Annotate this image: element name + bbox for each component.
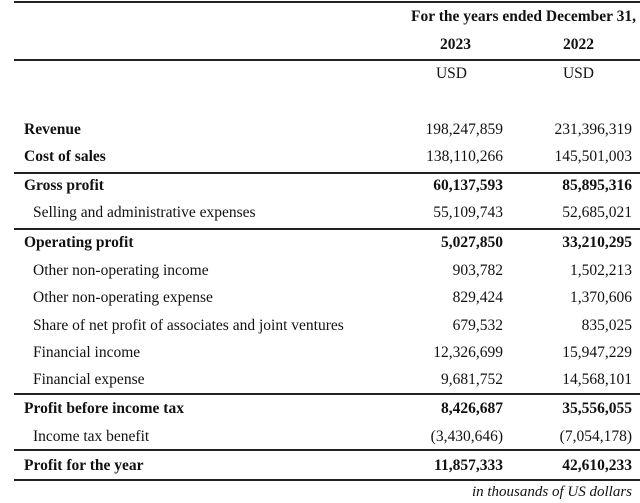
- table-row: Profit before income tax 8,426,687 35,556,…: [0, 399, 640, 419]
- value-2023: 11,857,333: [434, 457, 503, 474]
- row-label: Cost of sales: [24, 148, 106, 165]
- value-2023: 138,110,266: [426, 148, 503, 165]
- value-2023: 55,109,743: [433, 204, 503, 221]
- value-2022: 1,370,606: [570, 289, 632, 306]
- value-2022: 35,556,055: [562, 400, 632, 417]
- table-row: Other non-operating income 903,782 1,502,2…: [0, 261, 640, 281]
- row-label: Operating profit: [24, 234, 134, 251]
- table-row: Cost of sales 138,110,266 145,501,003: [0, 147, 640, 167]
- value-2022: (7,054,178): [559, 428, 632, 445]
- value-2023: 60,137,593: [433, 177, 503, 194]
- row-label: Income tax benefit: [33, 428, 150, 445]
- value-2022: 15,947,229: [562, 344, 632, 361]
- value-2023: 829,424: [452, 289, 503, 306]
- row-label: Financial income: [33, 344, 141, 361]
- table-row: Profit for the year 11,857,333 42,610,233: [0, 456, 640, 476]
- value-2022: 835,025: [581, 317, 632, 334]
- currency-2023: USD: [435, 65, 467, 82]
- value-2023: 5,027,850: [441, 234, 503, 251]
- table-row: Operating profit 5,027,850 33,210,295: [0, 233, 640, 253]
- rule-gross-profit: [14, 172, 640, 174]
- value-2022: 33,210,295: [562, 234, 632, 251]
- value-2023: (3,430,646): [430, 428, 503, 445]
- row-label: Financial expense: [33, 371, 145, 388]
- value-2022: 42,610,233: [562, 457, 632, 474]
- table-row: Selling and administrative expenses 55,10…: [0, 203, 640, 223]
- row-label: Selling and administrative expenses: [33, 204, 256, 221]
- value-2022: 85,895,316: [562, 177, 632, 194]
- year-2022-header: 2022: [563, 36, 594, 53]
- value-2023: 198,247,859: [425, 121, 504, 138]
- table-row: Financial income 12,326,699 15,947,229: [0, 343, 640, 363]
- row-label: Gross profit: [24, 177, 104, 194]
- header-rule: [14, 59, 640, 61]
- value-2023: 8,426,687: [441, 400, 503, 417]
- value-2023: 12,326,699: [433, 344, 503, 361]
- row-label: Share of net profit of associates and jo…: [33, 317, 344, 334]
- table-row: Revenue 198,247,859 231,396,319: [0, 120, 640, 140]
- table-row: Gross profit 60,137,593 85,895,316: [0, 176, 640, 196]
- footnote: in thousands of US dollars: [471, 484, 632, 500]
- value-2022: 52,685,021: [562, 204, 632, 221]
- value-2023: 9,681,752: [441, 371, 503, 388]
- table-row: Income tax benefit (3,430,646) (7,054,178): [0, 427, 640, 447]
- row-label: Profit before income tax: [24, 400, 184, 417]
- value-2023: 903,782: [452, 262, 503, 279]
- table-row: Share of net profit of associates and jo…: [0, 316, 640, 336]
- row-label: Profit for the year: [24, 457, 144, 474]
- table-row: Other non-operating expense 829,424 1,370,…: [0, 288, 640, 308]
- rule-profit-for-year: [14, 449, 640, 451]
- year-2023-header: 2023: [440, 36, 471, 53]
- rule-operating-profit: [14, 228, 640, 230]
- row-label: Other non-operating income: [33, 262, 209, 279]
- row-label: Revenue: [24, 121, 81, 138]
- value-2022: 1,502,213: [570, 262, 632, 279]
- row-label: Other non-operating expense: [33, 289, 213, 306]
- rule-profit-before-tax: [14, 393, 640, 395]
- table-row: Financial expense 9,681,752 14,568,101: [0, 370, 640, 390]
- period-header: For the years ended December 31,: [411, 8, 636, 25]
- value-2022: 14,568,101: [562, 371, 632, 388]
- value-2022: 231,396,319: [554, 121, 633, 138]
- bottom-rule: [14, 479, 640, 481]
- value-2023: 679,532: [452, 317, 503, 334]
- value-2022: 145,501,003: [554, 148, 633, 165]
- currency-2022: USD: [562, 65, 594, 82]
- top-rule: [14, 1, 640, 3]
